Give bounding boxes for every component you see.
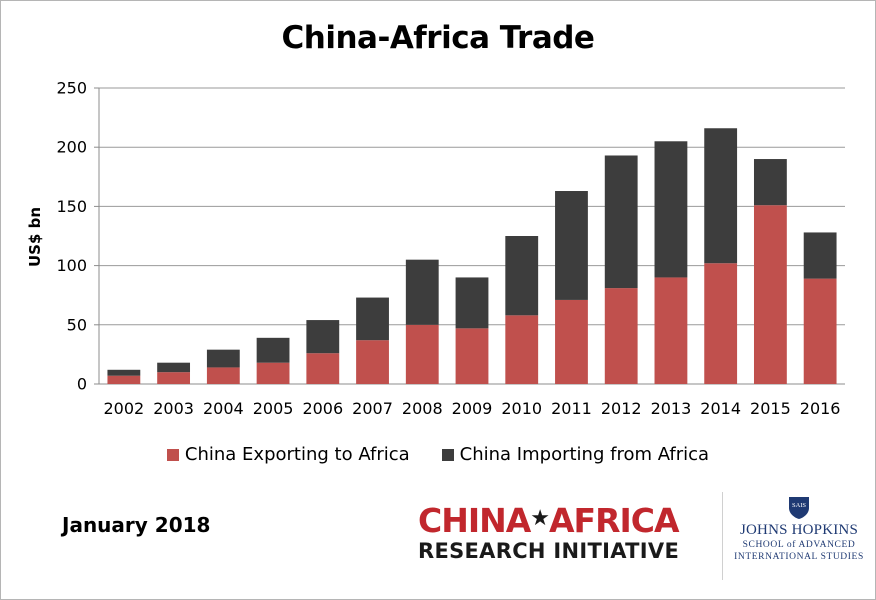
bar-imports [405,259,439,325]
bar-imports [306,320,340,354]
bar-imports [753,159,787,206]
bar-imports [803,232,837,279]
x-tick-label: 2008 [402,399,443,418]
y-tick-label: 200 [56,138,87,157]
legend-swatch-imports [441,448,454,461]
x-tick-label: 2003 [153,399,194,418]
bar-exports [356,340,389,384]
legend-label-imports: China Importing from Africa [459,444,710,465]
cari-logo-subtitle: RESEARCH INITIATIVE [418,539,680,563]
bar-imports [604,155,638,289]
logo-divider [722,492,723,580]
bar-exports [704,263,738,384]
bar-exports [555,299,588,384]
y-axis-label: US$ bn [26,207,44,267]
bar-exports [157,372,191,384]
x-tick-label: 2011 [551,399,592,418]
jhu-name: JOHNS HOPKINS [739,522,859,538]
legend-label-exports: China Exporting to Africa [184,444,410,465]
x-tick-label: 2004 [203,399,244,418]
bar-imports [455,277,489,329]
x-tick-label: 2010 [501,399,542,418]
star-icon: ★ [530,506,550,531]
bar-exports [107,375,141,384]
bar-exports [206,367,240,384]
x-tick-label: 2015 [750,399,791,418]
jhu-school-line2: INTERNATIONAL STUDIES [734,552,864,562]
x-tick-label: 2012 [601,399,642,418]
bar-exports [803,278,837,384]
y-tick-label: 150 [56,197,87,216]
chart-title: China-Africa Trade [281,20,595,56]
bar-imports [157,362,191,373]
bar-imports [555,191,588,300]
bar-imports [356,297,389,341]
y-tick-label: 50 [67,315,87,334]
x-tick-label: 2006 [302,399,343,418]
shield-icon: SAIS [789,497,809,519]
y-axis-ticks: 0 50 100 150 200 250 [56,79,99,394]
x-tick-label: 2016 [800,399,841,418]
x-tick-label: 2007 [352,399,393,418]
bar-imports [654,141,688,278]
bar-exports [256,362,290,384]
bar-imports [704,128,738,264]
cari-logo-china: CHINA [418,501,531,540]
x-tick-label: 2005 [253,399,294,418]
legend-item-exports: China Exporting to Africa [166,444,410,465]
y-tick-label: 0 [77,375,87,394]
bar-exports [455,328,489,384]
legend-item-imports: China Importing from Africa [441,444,710,465]
bar-exports [505,315,539,384]
bar-exports [306,353,340,384]
legend-swatch-exports [166,448,179,461]
date-label: January 2018 [62,513,211,537]
y-tick-label: 100 [56,256,87,275]
x-tick-label: 2009 [452,399,493,418]
cari-logo-africa: AFRICA [549,501,680,540]
bar-imports [505,236,539,316]
bar-imports [107,369,141,376]
x-axis-ticks: 2002 2003 2004 2005 2006 2007 2008 2009 2010 2011… [104,399,841,418]
jhu-sais-logo: SAIS JOHNS HOPKINS SCHOOL of ADVANCED IN… [734,496,864,563]
bar-exports [654,277,688,384]
x-tick-label: 2002 [104,399,145,418]
bar-imports [256,337,290,363]
bar-exports [604,288,638,384]
bar-exports [405,324,439,384]
shield-text: SAIS [792,502,806,509]
cari-logo: CHINA★AFRICA RESEARCH INITIATIVE [418,501,708,564]
bar-imports [206,349,240,368]
legend: China Exporting to Africa China Importin… [0,444,876,465]
x-tick-label: 2014 [700,399,741,418]
jhu-school-line1: SCHOOL of ADVANCED [742,540,856,550]
bars [107,128,837,384]
x-tick-label: 2013 [651,399,692,418]
y-tick-label: 250 [56,79,87,98]
bar-exports [753,205,787,384]
